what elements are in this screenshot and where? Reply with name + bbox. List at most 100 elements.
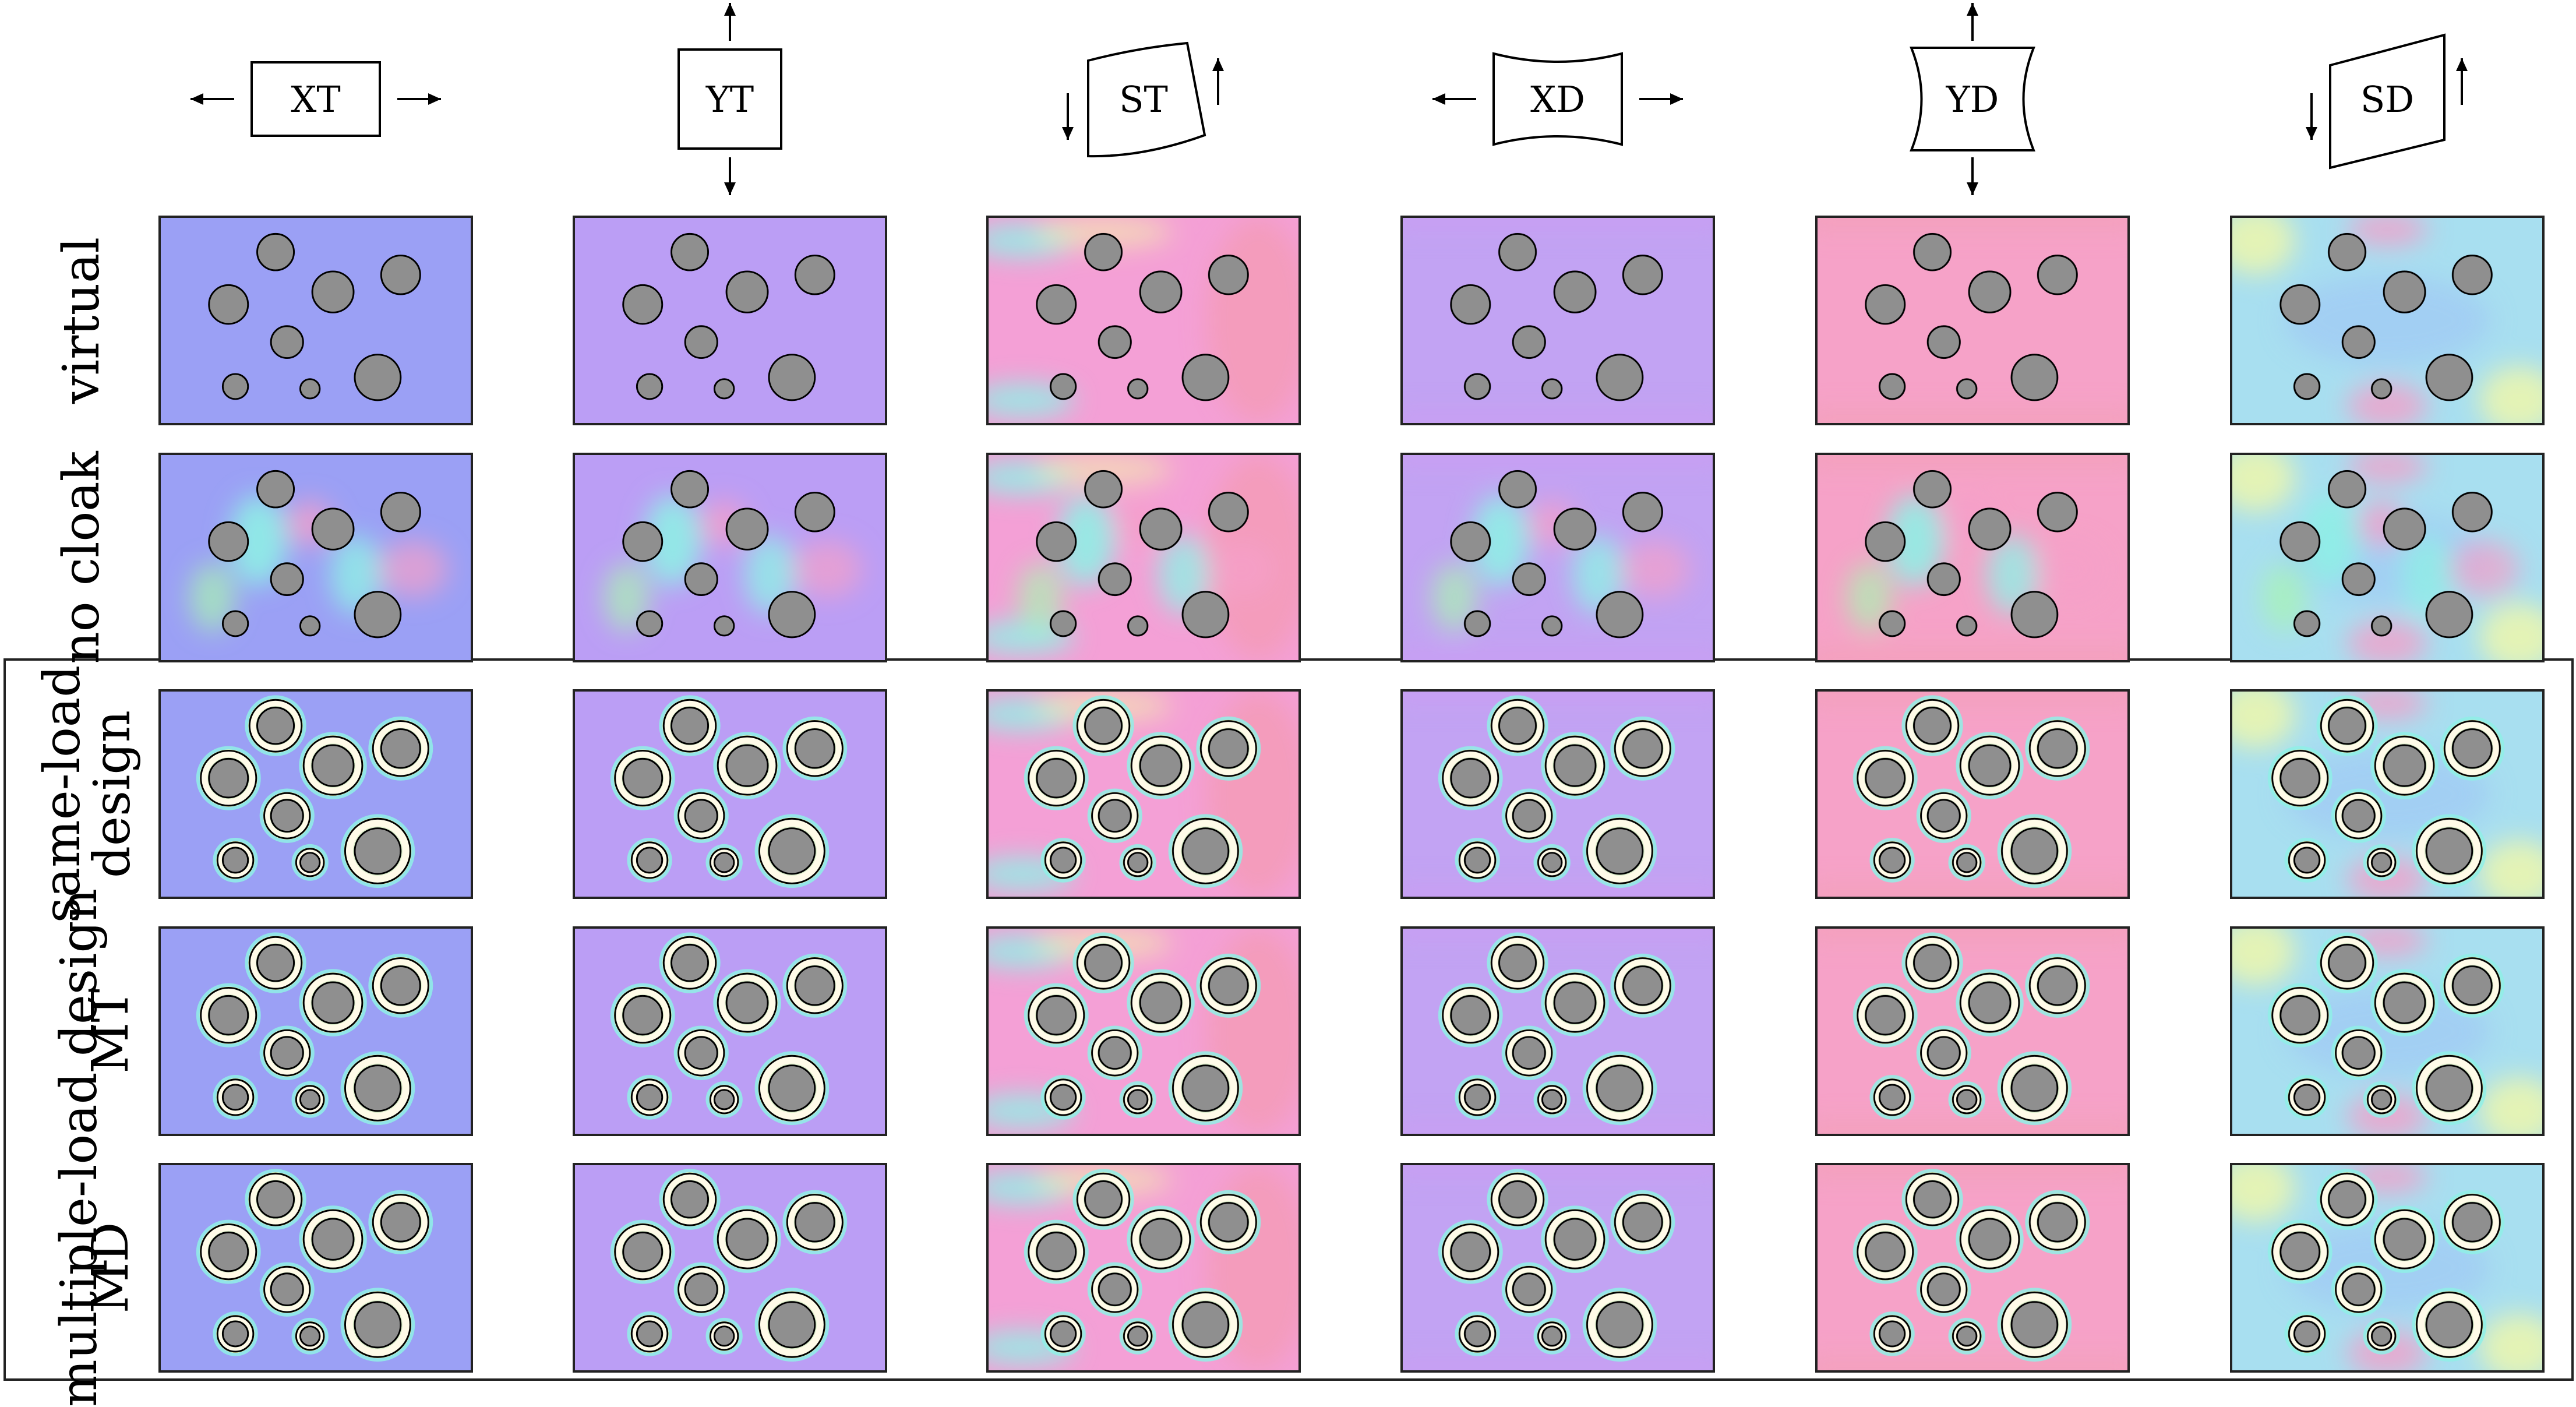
inclusion <box>1119 1317 1156 1355</box>
inclusion <box>380 255 421 295</box>
inclusion <box>1455 838 1500 883</box>
inclusion <box>1968 507 2012 551</box>
inclusion <box>1487 932 1548 993</box>
inclusion <box>2293 373 2321 400</box>
inclusion <box>2331 1025 2386 1080</box>
inclusion <box>1610 716 1675 781</box>
field-panel-xd-nocloak-1 <box>1400 453 1715 662</box>
inclusion <box>1596 591 1644 639</box>
specimen-shape <box>2329 33 2446 170</box>
load-case-label: YD <box>1946 78 1999 121</box>
inclusion <box>1438 1219 1503 1284</box>
inclusion <box>1084 232 1123 271</box>
field-panel-yt-cloak-3 <box>573 926 887 1136</box>
virtual-label: virtual <box>52 237 111 404</box>
inclusion <box>368 716 433 781</box>
inclusion <box>2293 610 2321 637</box>
inclusion <box>1878 610 1906 637</box>
inclusion <box>1181 591 1230 639</box>
inclusion <box>1610 953 1675 1018</box>
inclusion <box>2425 354 2473 401</box>
inclusion <box>1072 932 1134 993</box>
inclusion <box>1997 1051 2072 1126</box>
inclusion <box>782 953 848 1018</box>
inclusion <box>1119 1081 1156 1118</box>
inclusion <box>2412 1051 2487 1126</box>
inclusion <box>1916 1025 1971 1080</box>
same-load-design-label: same-load design <box>33 665 142 923</box>
inclusion <box>221 373 249 400</box>
inclusion <box>1553 270 1597 313</box>
inclusion <box>1487 695 1548 756</box>
inclusion <box>1865 521 1906 562</box>
inclusion <box>1168 1051 1243 1126</box>
inclusion <box>768 591 816 639</box>
inclusion <box>213 838 258 883</box>
inclusion <box>1512 325 1546 359</box>
inclusion <box>1869 838 1915 883</box>
inclusion <box>1127 378 1149 400</box>
inclusion <box>705 1081 743 1118</box>
inclusion <box>1168 814 1243 888</box>
inclusion <box>1463 610 1491 637</box>
inclusion <box>713 732 781 799</box>
inclusion <box>705 844 743 881</box>
inclusion <box>1119 844 1156 881</box>
inclusion <box>1610 1190 1675 1254</box>
inclusion <box>299 378 321 400</box>
inclusion <box>299 969 367 1036</box>
inclusion <box>2412 814 2487 888</box>
inclusion <box>256 470 295 509</box>
inclusion <box>299 1205 367 1273</box>
inclusion <box>673 1262 729 1317</box>
inclusion <box>782 716 848 781</box>
field-panel-yt-virtual-0 <box>573 216 887 425</box>
inclusion <box>245 695 306 756</box>
inclusion <box>2451 255 2493 295</box>
inclusion <box>1450 521 1491 562</box>
inclusion <box>1072 1169 1134 1230</box>
inclusion <box>1127 615 1149 637</box>
inclusion <box>208 284 249 325</box>
mt-label: MT <box>82 989 140 1074</box>
inclusion <box>1916 1262 1971 1317</box>
inclusion <box>1438 746 1503 810</box>
inclusion <box>1622 255 1663 295</box>
field-panel-xd-cloak-4 <box>1400 1163 1715 1373</box>
inclusion <box>1533 1081 1571 1118</box>
inclusion <box>1036 284 1077 325</box>
inclusion <box>291 1317 329 1355</box>
inclusion <box>340 1288 415 1362</box>
inclusion <box>259 1025 315 1080</box>
inclusion <box>2328 232 2367 271</box>
column-header-xt: XT <box>112 0 520 198</box>
inclusion <box>2341 325 2376 359</box>
field-panel-yt-cloak-2 <box>573 689 887 899</box>
inclusion <box>1040 838 1086 883</box>
inclusion <box>1087 1262 1142 1317</box>
inclusion <box>610 1219 675 1284</box>
inclusion <box>782 1190 848 1254</box>
field-panel-st-cloak-3 <box>986 926 1301 1136</box>
inclusion <box>794 492 835 533</box>
inclusion <box>684 562 718 596</box>
inclusion <box>1127 1205 1195 1273</box>
inclusion <box>1913 232 1952 271</box>
inclusion <box>196 1219 261 1284</box>
inclusion <box>1024 746 1089 810</box>
inclusion <box>2440 716 2505 781</box>
field-panel-sd-cloak-3 <box>2230 926 2545 1136</box>
inclusion <box>1049 610 1077 637</box>
inclusion <box>2331 788 2386 843</box>
field-panel-st-cloak-2 <box>986 689 1301 899</box>
inclusion <box>2284 838 2330 883</box>
inclusion <box>636 610 664 637</box>
inclusion <box>1455 1311 1500 1356</box>
inclusion <box>2440 953 2505 1018</box>
inclusion <box>1024 1219 1089 1284</box>
inclusion <box>1139 507 1183 551</box>
load-arrow <box>1967 157 1978 195</box>
inclusion <box>221 610 249 637</box>
field-panel-st-virtual-0 <box>986 216 1301 425</box>
inclusion <box>1956 969 2024 1036</box>
